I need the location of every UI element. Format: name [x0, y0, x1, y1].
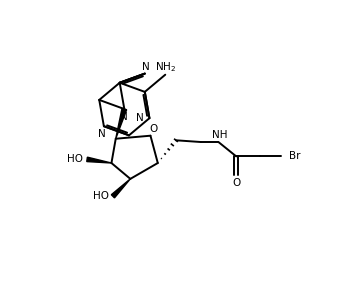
Text: N: N: [135, 113, 143, 123]
Text: N: N: [120, 112, 127, 122]
Polygon shape: [111, 179, 130, 198]
Text: N: N: [98, 129, 106, 139]
Text: NH$_2$: NH$_2$: [156, 60, 176, 74]
Polygon shape: [116, 108, 127, 139]
Text: O: O: [232, 178, 240, 188]
Text: HO: HO: [93, 191, 109, 201]
Text: O: O: [149, 124, 157, 134]
Text: NH: NH: [212, 130, 227, 140]
Text: N: N: [142, 62, 150, 72]
Polygon shape: [87, 157, 111, 163]
Text: HO: HO: [67, 154, 83, 164]
Text: Br: Br: [289, 151, 300, 162]
